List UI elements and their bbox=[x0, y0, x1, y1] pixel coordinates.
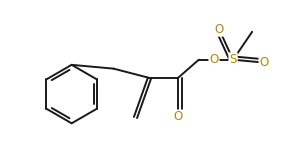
Text: O: O bbox=[174, 110, 183, 123]
Text: O: O bbox=[259, 56, 269, 69]
Text: S: S bbox=[230, 53, 237, 66]
Text: O: O bbox=[209, 53, 219, 66]
Text: O: O bbox=[215, 23, 224, 36]
